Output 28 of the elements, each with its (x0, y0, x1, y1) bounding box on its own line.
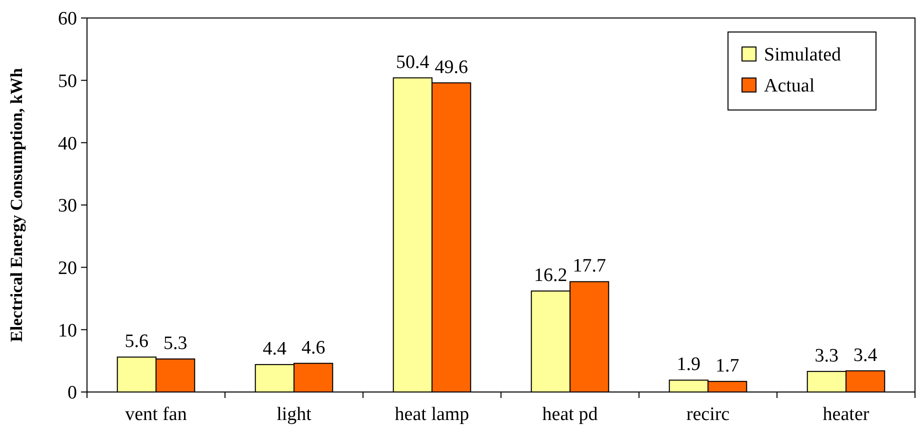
y-tick-label: 40 (58, 133, 77, 154)
data-label: 49.6 (434, 56, 468, 78)
y-tick-label: 60 (58, 8, 77, 30)
data-label: 16.2 (534, 265, 568, 286)
data-label: 5.3 (163, 332, 188, 354)
data-label: 50.4 (396, 52, 430, 73)
x-tick-label: heat pd (542, 404, 598, 425)
legend-label: Simulated (764, 44, 842, 66)
legend-label: Actual (764, 76, 815, 97)
y-axis-title: Electrical Energy Consumption, kWh (7, 68, 26, 342)
x-tick-label: recirc (686, 404, 730, 425)
data-label: 1.7 (715, 355, 740, 376)
data-label: 3.3 (814, 345, 839, 366)
data-label: 5.6 (124, 331, 149, 352)
x-tick-label: vent fan (125, 404, 188, 425)
data-label: 3.4 (853, 344, 878, 366)
y-tick-label: 30 (58, 196, 77, 217)
x-tick-label: heat lamp (394, 404, 470, 425)
data-label: 4.4 (262, 338, 288, 360)
y-tick-label: 0 (68, 382, 77, 404)
data-label: 17.7 (572, 256, 606, 277)
y-tick-label: 50 (58, 70, 77, 92)
x-tick-label: light (276, 404, 312, 425)
y-tick-label: 20 (58, 258, 77, 279)
data-label: 1.9 (676, 354, 701, 376)
y-tick-label: 10 (58, 320, 77, 342)
data-label: 4.6 (301, 337, 326, 358)
x-tick-label: heater (822, 404, 870, 425)
